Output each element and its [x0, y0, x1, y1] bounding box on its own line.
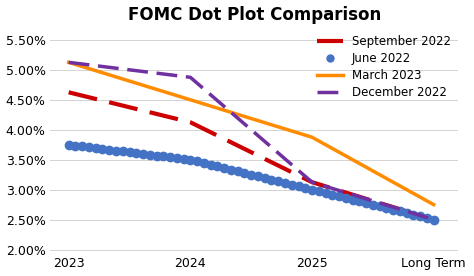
December 2022 [431, 218, 437, 221]
December 2022 [309, 181, 315, 184]
June 2022 [390, 208, 396, 211]
Line: June 2022: June 2022 [64, 140, 438, 224]
June 2022 [154, 154, 159, 157]
September 2022 [66, 91, 72, 94]
Line: December 2022: December 2022 [69, 62, 434, 220]
September 2022 [431, 218, 437, 221]
March 2023 [188, 98, 193, 102]
Legend: September 2022, June 2022, March 2023, December 2022: September 2022, June 2022, March 2023, D… [312, 30, 456, 104]
June 2022 [66, 143, 72, 146]
June 2022 [106, 148, 112, 151]
Title: FOMC Dot Plot Comparison: FOMC Dot Plot Comparison [128, 6, 381, 23]
December 2022 [188, 76, 193, 79]
June 2022 [431, 218, 437, 221]
Line: September 2022: September 2022 [69, 92, 434, 220]
December 2022 [66, 61, 72, 64]
June 2022 [201, 161, 207, 165]
September 2022 [188, 121, 193, 124]
June 2022 [424, 216, 430, 220]
March 2023 [66, 61, 72, 64]
September 2022 [309, 181, 315, 184]
March 2023 [309, 136, 315, 139]
June 2022 [133, 152, 139, 155]
March 2023 [431, 203, 437, 206]
Line: March 2023: March 2023 [69, 62, 434, 205]
